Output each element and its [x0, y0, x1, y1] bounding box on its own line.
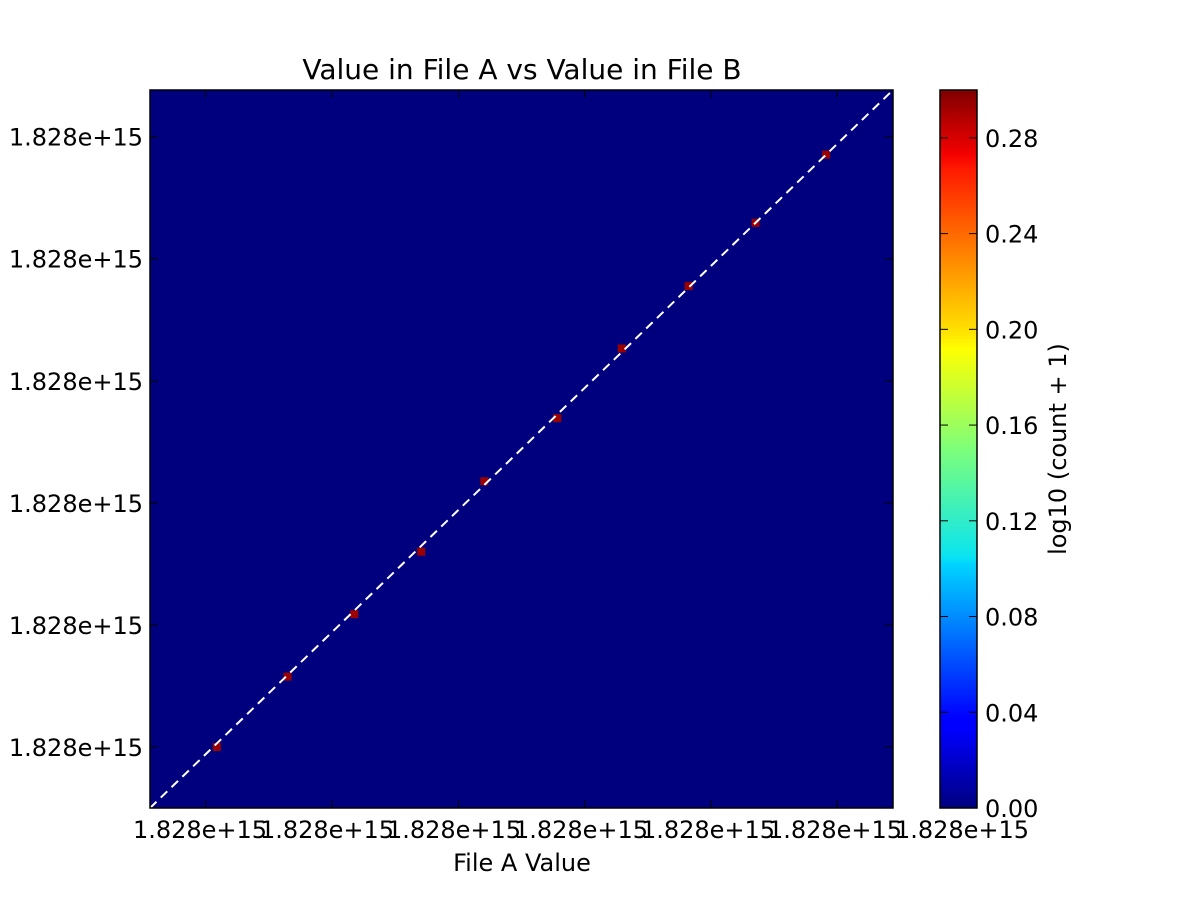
colorbar-ticks: 0.00 0.04 0.08 0.12 0.16 0.20 0.24 0.28 — [940, 125, 1038, 823]
heatmap-bin-2 — [283, 672, 292, 681]
y-tick-label: 1.828e+15 — [9, 246, 143, 274]
heatmap-bin-10 — [822, 150, 831, 159]
x-tick-label: 1.828e+15 — [260, 816, 394, 844]
x-tick-label: 1.828e+15 — [768, 816, 902, 844]
colorbar-tick-label: 0.08 — [985, 604, 1038, 632]
x-tick-label: 1.828e+15 — [133, 816, 267, 844]
x-tick-label: 1.828e+15 — [895, 816, 1029, 844]
heatmap-bin-3 — [350, 610, 359, 619]
y-tick-label: 1.828e+15 — [9, 612, 143, 640]
colorbar-label: log10 (count + 1) — [1044, 343, 1072, 555]
colorbar-tick-label: 0.24 — [985, 221, 1038, 249]
heatmap-bin-4 — [417, 547, 426, 556]
colorbar-gradient — [940, 90, 977, 808]
colorbar-tick-label: 0.28 — [985, 125, 1038, 153]
heatmap-bin-6 — [553, 414, 562, 423]
x-axis-ticks: 1.828e+151.828e+151.828e+151.828e+151.82… — [133, 90, 1029, 844]
chart-title: Value in File A vs Value in File B — [302, 53, 741, 86]
heatmap-bin-7 — [617, 344, 626, 353]
x-tick-label: 1.828e+15 — [641, 816, 775, 844]
colorbar-frame — [939, 89, 978, 809]
colorbar-tick-label: 0.00 — [985, 795, 1038, 823]
colorbar-tick-label: 0.04 — [985, 699, 1038, 727]
heatmap-bin-8 — [684, 282, 693, 291]
colorbar-tick-label: 0.12 — [985, 508, 1038, 536]
colorbar-tick-label: 0.16 — [985, 412, 1038, 440]
x-axis-label: File A Value — [453, 849, 591, 877]
y-tick-label: 1.828e+15 — [9, 124, 143, 152]
x-tick-label: 1.828e+15 — [387, 816, 521, 844]
y-tick-label: 1.828e+15 — [9, 490, 143, 518]
colorbar: 0.00 0.04 0.08 0.12 0.16 0.20 0.24 0.28 log10 (… — [939, 89, 1072, 823]
heatmap-bin-1 — [212, 742, 221, 751]
heatmap-bin-5 — [480, 477, 489, 486]
y-tick-label: 1.828e+15 — [9, 368, 143, 396]
colorbar-tick-label: 0.20 — [985, 316, 1038, 344]
plot-frame — [149, 89, 894, 809]
plot-area: 1.828e+151.828e+151.828e+151.828e+151.82… — [9, 89, 1029, 844]
x-tick-label: 1.828e+15 — [514, 816, 648, 844]
identity-reference-line — [150, 90, 893, 808]
y-tick-label: 1.828e+15 — [9, 734, 143, 762]
y-axis-ticks: 1.828e+15 1.828e+15 1.828e+15 1.828e+15 1.82… — [9, 124, 893, 762]
